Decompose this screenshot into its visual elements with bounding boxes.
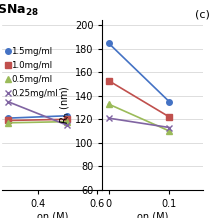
Y-axis label: $R_h$ (nm): $R_h$ (nm) <box>59 85 72 124</box>
Text: (c): (c) <box>195 9 209 19</box>
X-axis label: on (M): on (M) <box>137 211 168 218</box>
Text: 0.5mg/ml: 0.5mg/ml <box>11 75 52 84</box>
Text: 1.0mg/ml: 1.0mg/ml <box>11 61 52 70</box>
Text: 1.5mg/ml: 1.5mg/ml <box>11 47 52 56</box>
Text: 0.25mg/ml: 0.25mg/ml <box>11 89 58 98</box>
Text: $\mathbf{SNa_{28}}$: $\mathbf{SNa_{28}}$ <box>0 3 39 18</box>
X-axis label: on (M): on (M) <box>37 211 68 218</box>
